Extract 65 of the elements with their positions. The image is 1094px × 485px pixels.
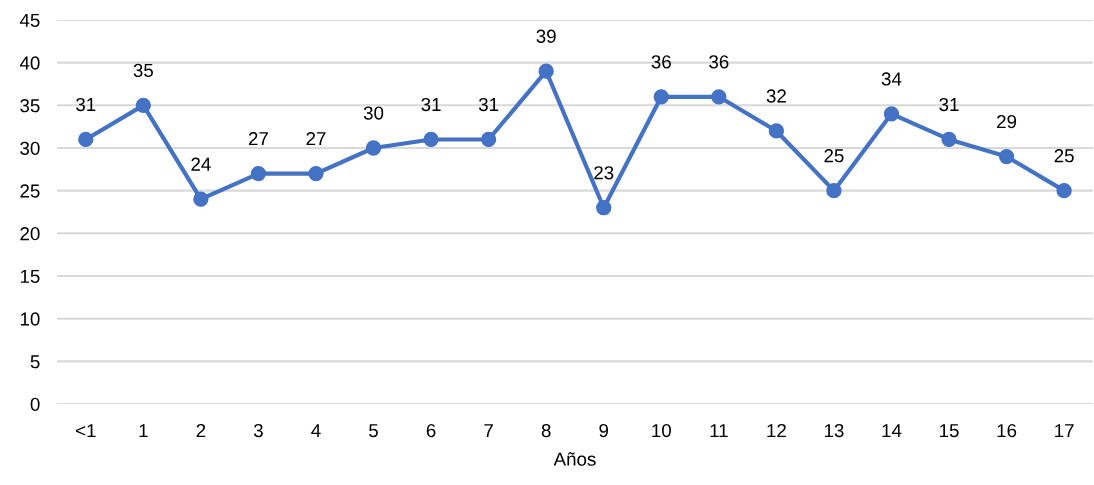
x-tick-label: 2 <box>196 423 206 438</box>
point <box>365 140 382 156</box>
x-tick-label: 8 <box>541 423 551 438</box>
y-tick-label: 30 <box>20 141 40 155</box>
x-tick-label: 15 <box>940 424 959 438</box>
x-tick-label: 9 <box>599 423 609 438</box>
x-tick-label: 14 <box>882 424 902 438</box>
point <box>423 131 439 148</box>
y-tick-label: 5 <box>30 355 40 369</box>
point <box>250 165 267 182</box>
x-tick-label: 6 <box>426 423 436 438</box>
point <box>193 191 209 207</box>
data-label: 39 <box>536 29 556 43</box>
data-label: 24 <box>191 157 211 171</box>
point <box>596 200 612 216</box>
x-tick-label: <1 <box>76 424 96 438</box>
data-label: 31 <box>76 97 96 112</box>
y-tick-label: 10 <box>20 312 40 326</box>
point <box>78 131 94 148</box>
x-tick-label: 10 <box>652 423 671 438</box>
data-label: 25 <box>824 149 844 163</box>
data-label: 25 <box>1054 149 1074 163</box>
data-label: 30 <box>363 106 384 120</box>
x-tick-label: 16 <box>997 423 1017 438</box>
point <box>653 89 669 105</box>
point <box>135 97 151 113</box>
data-label: 29 <box>997 114 1017 129</box>
point <box>826 183 842 199</box>
x-tick-label: 3 <box>253 423 263 438</box>
data-label: 31 <box>478 97 499 112</box>
y-tick-label: 40 <box>19 56 40 70</box>
point <box>308 165 324 182</box>
data-label: 32 <box>766 89 786 103</box>
data-label: 31 <box>939 97 959 112</box>
point <box>998 148 1015 165</box>
x-tick-label: 7 <box>484 424 493 438</box>
point <box>941 131 957 148</box>
y-tick-label: 25 <box>20 184 40 198</box>
point <box>538 63 554 79</box>
y-tick-label: 45 <box>19 13 40 27</box>
x-tick-label: 12 <box>767 423 786 438</box>
point <box>480 131 497 148</box>
point <box>711 89 727 105</box>
data-label: 31 <box>421 97 441 112</box>
data-label: 36 <box>709 55 729 69</box>
x-tick-label: 17 <box>1055 424 1074 438</box>
point <box>768 123 785 139</box>
x-tick-label: 13 <box>824 423 844 438</box>
data-label: 36 <box>651 55 671 69</box>
y-tick-label: 20 <box>20 227 40 241</box>
point <box>883 106 900 122</box>
y-tick-label: 0 <box>30 397 40 411</box>
y-tick-label: 35 <box>20 99 40 113</box>
y-tick-label: 15 <box>20 269 40 283</box>
x-tick-label: 5 <box>369 424 378 438</box>
point <box>1056 183 1072 199</box>
data-label: 27 <box>306 132 326 146</box>
data-label: 35 <box>133 63 153 78</box>
data-label: 34 <box>881 72 902 86</box>
x-tick-label: 1 <box>139 424 148 438</box>
x-axis-title: Años <box>553 452 596 466</box>
data-label: 27 <box>248 132 268 146</box>
x-tick-label: 4 <box>311 424 321 438</box>
data-label: 23 <box>594 166 614 180</box>
x-tick-label: 11 <box>710 424 728 438</box>
